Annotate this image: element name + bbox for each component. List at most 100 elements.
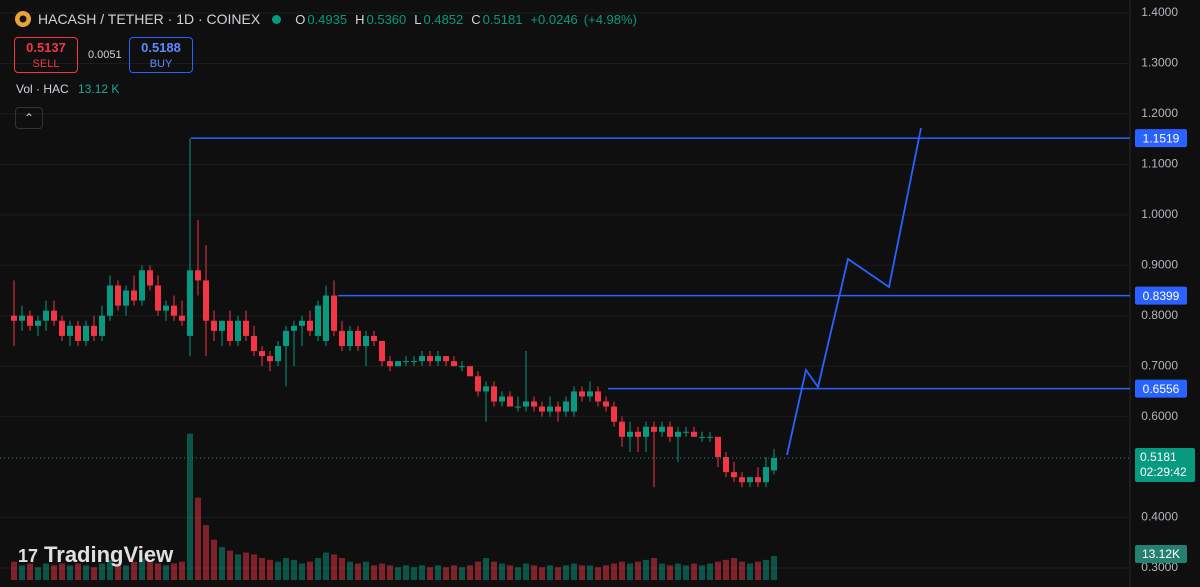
projection-path: [786, 127, 922, 456]
candle-body: [11, 315, 17, 321]
candle-body: [131, 290, 137, 301]
ohlc-key: O: [295, 11, 306, 27]
candle-body: [347, 330, 353, 346]
volume-bar: [91, 567, 97, 580]
candle-body: [43, 310, 49, 321]
volume-bar: [443, 567, 449, 580]
symbol: HACASH / TETHER · 1D · COINEX: [38, 11, 261, 27]
volume-bar: [43, 563, 49, 580]
candle-body: [555, 406, 561, 412]
candle-body: [755, 477, 761, 483]
buy-button[interactable]: 0.5188 BUY: [129, 37, 193, 73]
candle-body: [363, 335, 369, 346]
volume-bar: [299, 563, 305, 580]
volume-bar: [227, 550, 233, 580]
volume-bar: [643, 559, 649, 580]
volume-bar: [267, 559, 273, 580]
y-tick-label: 0.9000: [1141, 257, 1178, 271]
volume-bar: [675, 563, 681, 580]
candle-body: [675, 431, 681, 437]
candle-body: [339, 330, 345, 346]
volume-bar: [243, 552, 249, 580]
volume-bar: [75, 563, 81, 580]
volume-bar: [219, 547, 225, 580]
sell-button[interactable]: 0.5137 SELL: [14, 37, 78, 73]
ohlc-value: 0.4852: [423, 11, 464, 27]
candle-body: [435, 356, 441, 362]
volume-bar: [691, 563, 697, 580]
level-tag: [1135, 379, 1187, 398]
candle-body: [307, 320, 313, 331]
volume-bar: [515, 567, 521, 580]
volume-value: 13.12 K: [78, 82, 120, 96]
volume-bar: [475, 561, 481, 580]
candle-body: [691, 431, 697, 437]
change-pct: (+4.98%): [583, 11, 637, 27]
ohlc-value: 0.4935: [307, 11, 348, 27]
y-tick-label: 0.7000: [1141, 358, 1178, 372]
candle-body: [483, 386, 489, 392]
volume-bar: [579, 565, 585, 580]
sell-price: 0.5137: [26, 40, 66, 55]
ohlc-value: 0.5360: [366, 11, 407, 27]
candle-body: [731, 472, 737, 478]
volume-bar: [67, 565, 73, 580]
volume-bar: [339, 558, 345, 580]
volume-bar: [427, 567, 433, 580]
ohlc-key: C: [471, 11, 481, 27]
candle-body: [707, 436, 713, 438]
candle-body: [27, 315, 33, 326]
candle-body: [595, 391, 601, 402]
candle-body: [99, 315, 105, 336]
volume-bar: [587, 565, 593, 580]
volume-bar: [331, 554, 337, 580]
candle-body: [611, 406, 617, 422]
candle-body: [395, 361, 401, 367]
volume-bar: [19, 565, 25, 580]
candle-body: [147, 270, 153, 286]
volume-bar: [539, 567, 545, 580]
volume-bar: [99, 563, 105, 580]
candle-body: [115, 285, 121, 306]
volume-bar: [347, 561, 353, 580]
candle-body: [283, 330, 289, 346]
y-tick-label: 1.1000: [1141, 157, 1178, 171]
volume-bar: [291, 559, 297, 580]
candle-body: [587, 391, 593, 397]
y-tick-label: 0.4000: [1141, 510, 1178, 524]
volume-bar: [323, 552, 329, 580]
volume-bar: [355, 563, 361, 580]
candle-body: [387, 361, 393, 367]
volume-bar: [683, 565, 689, 580]
ohlc-key: L: [414, 11, 422, 27]
level-tag: [1135, 129, 1187, 148]
y-tick-label: 1.0000: [1141, 207, 1178, 221]
candle-body: [123, 290, 129, 306]
candle-body: [763, 467, 769, 483]
volume-bar: [547, 565, 553, 580]
volume-bar: [139, 558, 145, 580]
volume-bar: [107, 559, 113, 580]
candle-body: [299, 320, 305, 326]
volume-tag: [1135, 545, 1187, 563]
candle-body: [739, 477, 745, 483]
candle-body: [323, 295, 329, 341]
volume-bar: [731, 558, 737, 580]
candle-body: [531, 401, 537, 407]
candle-body: [411, 361, 417, 363]
candle-body: [451, 361, 457, 367]
volume-bar: [603, 565, 609, 580]
volume-bar: [723, 559, 729, 580]
volume-bar: [627, 563, 633, 580]
candle-body: [475, 376, 481, 392]
collapse-button[interactable]: ⌃: [15, 107, 43, 129]
candle-body: [579, 391, 585, 397]
candle-body: [379, 340, 385, 362]
y-tick-label: 0.8000: [1141, 308, 1178, 322]
volume-bar: [27, 563, 33, 580]
volume-bar: [171, 563, 177, 580]
candle-body: [603, 401, 609, 407]
y-tick-label: 1.4000: [1141, 5, 1178, 19]
level-label: 0.8399: [1143, 289, 1180, 303]
